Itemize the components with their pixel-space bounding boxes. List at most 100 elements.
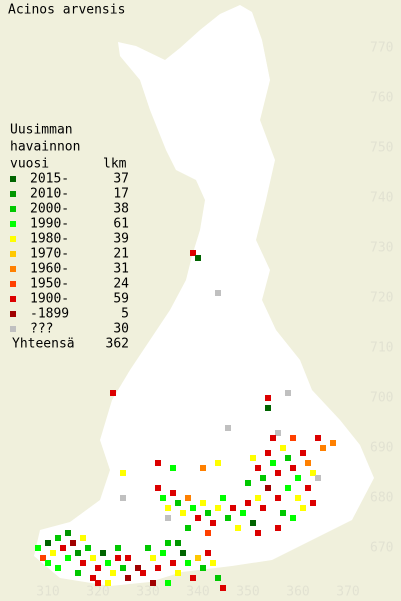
observation-square bbox=[255, 495, 261, 501]
legend-label: 1900- bbox=[30, 292, 69, 307]
observation-square bbox=[185, 495, 191, 501]
observation-square bbox=[165, 505, 171, 511]
legend-label: 1980- bbox=[30, 232, 69, 247]
observation-square bbox=[260, 505, 266, 511]
observation-square bbox=[290, 515, 296, 521]
observation-square bbox=[175, 540, 181, 546]
legend-swatch bbox=[10, 281, 16, 287]
observation-square bbox=[155, 565, 161, 571]
observation-square bbox=[125, 555, 131, 561]
observation-square bbox=[185, 525, 191, 531]
y-grid-label: 770 bbox=[370, 41, 393, 56]
observation-square bbox=[65, 530, 71, 536]
observation-square bbox=[200, 500, 206, 506]
observation-square bbox=[270, 460, 276, 466]
observation-square bbox=[65, 555, 71, 561]
legend-swatch bbox=[10, 191, 16, 197]
legend-count: 5 bbox=[121, 307, 129, 322]
observation-square bbox=[315, 435, 321, 441]
observation-square bbox=[250, 520, 256, 526]
grid-labels: 310 320 330 340 350 360 370 770 760 750 740 730 720 7… bbox=[36, 41, 393, 600]
observation-square bbox=[290, 435, 296, 441]
observation-square bbox=[310, 500, 316, 506]
observation-square bbox=[170, 465, 176, 471]
observation-square bbox=[295, 495, 301, 501]
legend-heading: Uusimman bbox=[10, 123, 73, 138]
observation-square bbox=[230, 505, 236, 511]
x-grid-label: 330 bbox=[136, 585, 159, 600]
observation-square bbox=[315, 475, 321, 481]
observation-square bbox=[205, 510, 211, 516]
observation-square bbox=[170, 490, 176, 496]
y-grid-label: 670 bbox=[370, 541, 393, 556]
legend-swatch bbox=[10, 206, 16, 212]
legend-label: 2000- bbox=[30, 202, 69, 217]
observation-square bbox=[295, 475, 301, 481]
observation-square bbox=[245, 500, 251, 506]
observation-square bbox=[215, 290, 221, 296]
observation-square bbox=[55, 565, 61, 571]
observation-square bbox=[155, 460, 161, 466]
observation-square bbox=[275, 470, 281, 476]
observation-square bbox=[190, 505, 196, 511]
legend-label: 1990- bbox=[30, 217, 69, 232]
legend-label: 1950- bbox=[30, 277, 69, 292]
observation-square bbox=[160, 550, 166, 556]
observation-square bbox=[105, 560, 111, 566]
legend-count: 37 bbox=[113, 172, 129, 187]
legend-count: 30 bbox=[113, 322, 129, 337]
observation-square bbox=[120, 470, 126, 476]
legend-count: 17 bbox=[113, 187, 129, 202]
x-grid-label: 360 bbox=[286, 585, 309, 600]
observation-square bbox=[265, 485, 271, 491]
observation-square bbox=[215, 460, 221, 466]
observation-square bbox=[195, 555, 201, 561]
legend-label: 1960- bbox=[30, 262, 69, 277]
observation-square bbox=[270, 435, 276, 441]
observation-square bbox=[255, 530, 261, 536]
observation-square bbox=[70, 540, 76, 546]
observation-square bbox=[280, 510, 286, 516]
observation-square bbox=[140, 570, 146, 576]
observation-square bbox=[75, 570, 81, 576]
legend-swatch bbox=[10, 266, 16, 272]
observation-square bbox=[225, 515, 231, 521]
observation-square bbox=[45, 560, 51, 566]
observation-square bbox=[100, 550, 106, 556]
legend-count: 21 bbox=[113, 247, 129, 262]
observation-square bbox=[115, 545, 121, 551]
observation-square bbox=[45, 540, 51, 546]
observation-square bbox=[265, 405, 271, 411]
observation-square bbox=[265, 450, 271, 456]
observation-square bbox=[285, 455, 291, 461]
observation-square bbox=[120, 495, 126, 501]
legend-heading: havainnon bbox=[10, 140, 80, 155]
observation-square bbox=[150, 555, 156, 561]
x-grid-label: 370 bbox=[336, 585, 359, 600]
observation-square bbox=[310, 470, 316, 476]
observation-square bbox=[190, 250, 196, 256]
observation-square bbox=[200, 565, 206, 571]
x-grid-label: 340 bbox=[186, 585, 209, 600]
legend-count-heading: lkm bbox=[103, 157, 127, 172]
observation-square bbox=[205, 530, 211, 536]
y-grid-label: 740 bbox=[370, 191, 393, 206]
observation-square bbox=[320, 445, 326, 451]
observation-square bbox=[305, 460, 311, 466]
observation-square bbox=[80, 535, 86, 541]
observation-square bbox=[260, 475, 266, 481]
observation-square bbox=[120, 565, 126, 571]
y-grid-label: 680 bbox=[370, 491, 393, 506]
legend-swatch bbox=[10, 311, 16, 317]
y-grid-label: 760 bbox=[370, 91, 393, 106]
x-grid-label: 310 bbox=[36, 585, 59, 600]
legend-label: 2010- bbox=[30, 187, 69, 202]
observation-square bbox=[145, 545, 151, 551]
y-grid-label: 750 bbox=[370, 141, 393, 156]
observation-square bbox=[170, 560, 176, 566]
observation-square bbox=[300, 450, 306, 456]
observation-square bbox=[160, 495, 166, 501]
legend-count: 38 bbox=[113, 202, 129, 217]
observation-square bbox=[275, 430, 281, 436]
legend-count: 39 bbox=[113, 232, 129, 247]
